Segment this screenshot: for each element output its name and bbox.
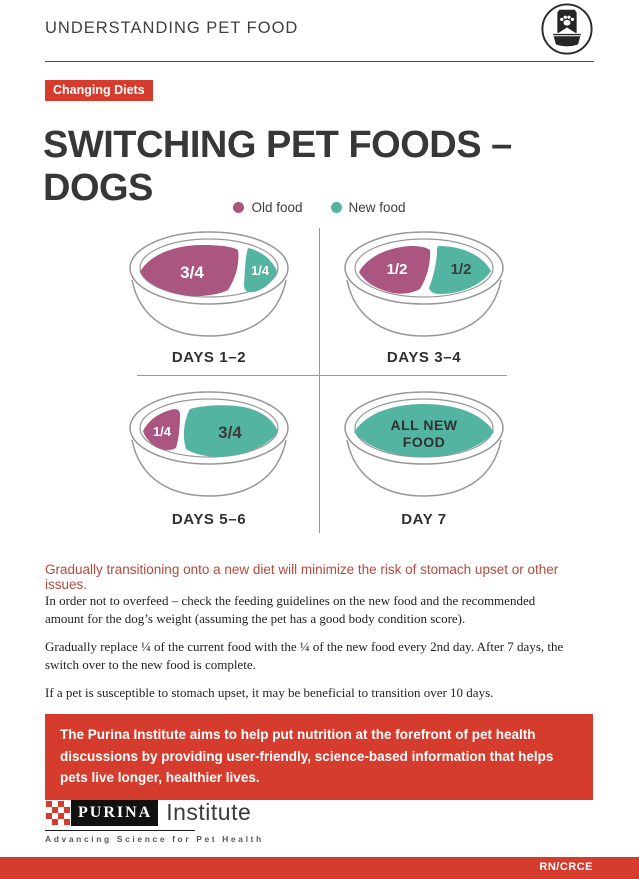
highlight-sentence: Gradually transitioning onto a new diet … (45, 562, 559, 592)
all-new-food-label-line2: FOOD (403, 434, 445, 450)
portion-old-one-quarter (143, 409, 180, 451)
fraction-label: 1/2 (451, 261, 472, 278)
portion-new-three-quarters (183, 405, 278, 457)
portion-new-half (429, 246, 491, 294)
bowl-days-1-2: 3/4 1/4 (124, 230, 294, 342)
day-label-3: DAYS 5–6 (171, 511, 247, 528)
page-title: SWITCHING PET FOODS – DOGS (43, 124, 512, 209)
old-food-dot-icon (233, 202, 245, 213)
purina-checkerboard-icon (45, 799, 71, 826)
legend-label-new: New food (348, 200, 406, 215)
portion-new-one-quarter (244, 248, 277, 293)
portion-old-half (359, 246, 431, 294)
legend-item-new-food: New food (330, 200, 406, 215)
new-food-dot-icon (330, 202, 342, 213)
mission-callout: The Purina Institute aims to help put nu… (45, 714, 593, 800)
portion-all-new-food (354, 404, 494, 457)
category-badge: Changing Diets (45, 80, 153, 101)
bowl-day-7: ALL NEW FOOD (339, 390, 509, 502)
purina-institute-logo: PURINA Institute Advancing Science for P… (45, 799, 264, 844)
pet-food-bag-and-bowl-icon (540, 2, 594, 56)
legend: Old food New food (0, 200, 639, 215)
header-divider (45, 61, 594, 62)
fraction-label: 1/4 (153, 424, 172, 439)
purina-wordmark: PURINA (71, 799, 159, 826)
day-label-4: DAY 7 (401, 511, 447, 528)
fraction-label: 3/4 (218, 423, 242, 442)
day-label-2: DAYS 3–4 (386, 349, 462, 366)
legend-item-old-food: Old food (233, 200, 303, 215)
bowl-days-3-4: 1/2 1/2 (339, 230, 509, 342)
paragraph-2: Gradually replace ¼ of the current food … (45, 638, 564, 673)
paragraph-3: If a pet is susceptible to stomach upset… (45, 684, 494, 700)
header-title: UNDERSTANDING PET FOOD (45, 19, 299, 37)
bottom-bar: RN/CRCE (0, 857, 639, 879)
portion-old-three-quarters (140, 245, 239, 297)
legend-label-old: Old food (251, 200, 303, 215)
institute-wordmark: Institute (166, 799, 252, 825)
tagline-rule (45, 830, 195, 831)
fraction-label: 1/2 (387, 261, 408, 278)
day-label-1: DAYS 1–2 (171, 349, 247, 366)
body-text: In order not to overfeed – check the fee… (45, 592, 570, 711)
fraction-label: 3/4 (180, 263, 204, 282)
doc-code: RN/CRCE (539, 861, 593, 873)
all-new-food-label-line1: ALL NEW (390, 417, 457, 433)
fraction-label: 1/4 (251, 263, 270, 278)
bowl-days-5-6: 1/4 3/4 (124, 390, 294, 502)
transition-diagram: 3/4 1/4 DAYS 1–2 1/2 1/2 DAYS 3–4 (0, 225, 639, 545)
horizontal-divider (137, 375, 507, 376)
vertical-divider (319, 228, 320, 533)
paragraph-1: In order not to overfeed – check the fee… (45, 593, 536, 627)
tagline: Advancing Science for Pet Health (45, 834, 264, 844)
